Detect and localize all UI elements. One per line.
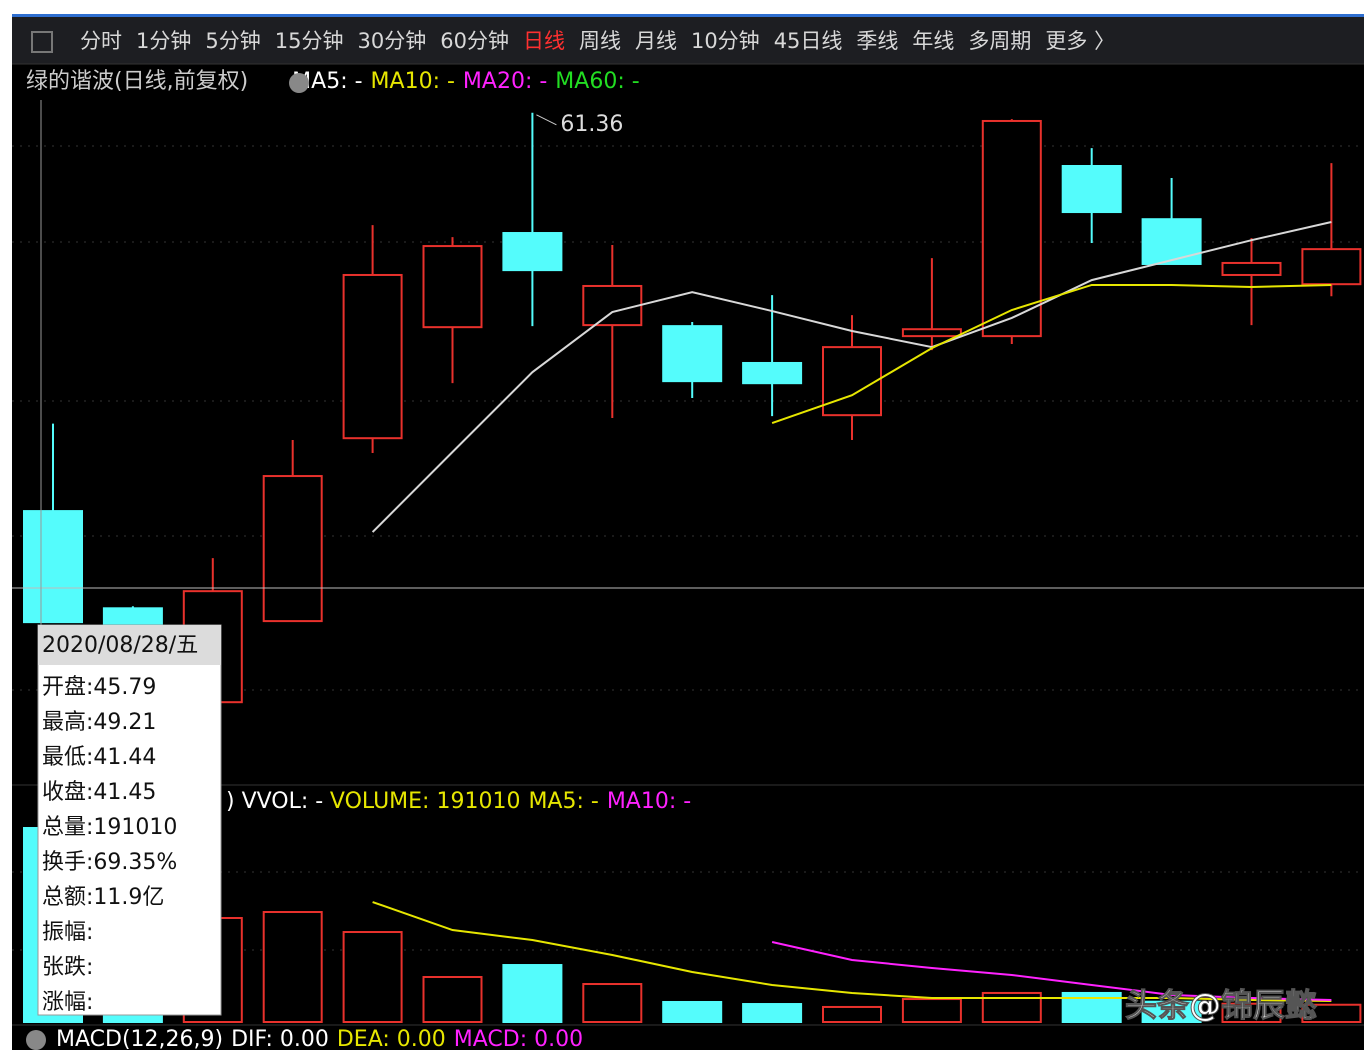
legend-item: DEA: 0.00 — [337, 1027, 446, 1050]
volume-bar — [422, 976, 483, 1024]
tooltip-row: 涨幅: — [42, 990, 93, 1015]
candle-body — [662, 325, 723, 383]
volume-bar — [1221, 1002, 1282, 1024]
legend-item: MACD(12,26,9) — [56, 1027, 223, 1050]
legend: ) VVOL: - VOLUME: 191010 MA5: - MA10: - — [226, 789, 691, 814]
legend-item: MA60: - — [555, 69, 639, 94]
candle-body — [981, 119, 1042, 338]
candle-body — [1061, 165, 1122, 214]
tooltip-row: 开盘:45.79 — [42, 675, 156, 700]
tooltip-row: 总量:191010 — [42, 815, 177, 840]
tooltip-row: 振幅: — [42, 920, 93, 945]
tooltip-header-bg — [38, 625, 221, 665]
legend-title: 绿的谐波(日线,前复权) — [26, 69, 248, 94]
legend-icon[interactable] — [289, 73, 309, 93]
legend-item: DIF: 0.00 — [231, 1027, 329, 1050]
app-background — [12, 14, 1364, 1050]
legend-item: MA5: - — [528, 789, 598, 814]
legend-icon[interactable] — [26, 1030, 46, 1050]
watermark: 头条@锦辰懿 — [1125, 986, 1317, 1024]
candle-body — [1141, 218, 1202, 265]
toolbar — [12, 17, 1364, 64]
legend: MACD(12,26,9) DIF: 0.00 DEA: 0.00 MACD: 0.0… — [56, 1027, 583, 1050]
legend-item: ) VVOL: - — [226, 789, 322, 814]
legend-item: MA20: - — [463, 69, 547, 94]
tab[interactable]: 月线 — [635, 29, 677, 53]
candle-body — [582, 284, 643, 327]
tab[interactable]: 10分钟 — [691, 29, 760, 53]
tab-row: 分时 1分钟 5分钟 15分钟 30分钟 60分钟 日线 周线 月线 10分钟 45日线 季线 年线 多周… — [80, 29, 1115, 53]
tooltip-row: 最低:41.44 — [42, 745, 156, 770]
tab[interactable]: 5分钟 — [205, 29, 260, 53]
ma-line — [771, 283, 1332, 425]
volume-bar — [582, 983, 643, 1023]
candle-body — [422, 245, 483, 329]
volume-bar — [502, 964, 563, 1023]
tab[interactable]: 60分钟 — [440, 29, 509, 53]
volume-bar — [1301, 1003, 1362, 1024]
tab[interactable]: 1分钟 — [136, 29, 191, 53]
tab[interactable]: 15分钟 — [275, 29, 344, 53]
candle-body — [742, 361, 803, 385]
tab[interactable]: 分时 — [80, 29, 122, 53]
tab[interactable]: 季线 — [856, 29, 898, 53]
candle-body — [23, 510, 83, 624]
tab[interactable]: 多周期 — [968, 29, 1031, 53]
annotation-arrow — [536, 114, 557, 126]
volume-bar — [262, 911, 323, 1024]
tooltip-box — [37, 624, 222, 1016]
ma-line — [371, 221, 1332, 533]
candle-body — [822, 346, 882, 417]
volume-bar — [901, 998, 962, 1024]
candle-body — [901, 328, 962, 338]
tab[interactable]: 周线 — [579, 29, 621, 53]
candle-body — [1221, 261, 1282, 276]
candle-body — [342, 273, 403, 440]
tooltip-row: 换手:69.35% — [42, 850, 177, 875]
tab[interactable]: 日线 — [523, 29, 565, 53]
volume-bar — [342, 931, 403, 1023]
volume-bar — [662, 1000, 723, 1024]
tab[interactable]: 年线 — [912, 29, 954, 53]
ma-line — [372, 901, 1332, 1002]
candle-body — [1301, 248, 1362, 286]
candle-body — [262, 475, 323, 623]
tooltip-row: 总额:11.9亿 — [42, 885, 164, 910]
candle-body — [502, 232, 563, 272]
window-border — [12, 14, 1364, 17]
legend-item: MACD: 0.00 — [454, 1027, 583, 1050]
tab[interactable]: 45日线 — [774, 29, 843, 53]
volume-bar — [742, 1003, 803, 1023]
tooltip: 2020/08/28/五 开盘:45.79 最高:49.21 最低:41.44 收盘:… — [37, 624, 222, 1016]
tooltip-date: 2020/08/28/五 — [42, 633, 198, 658]
legend-item: VOLUME: 191010 — [330, 789, 521, 814]
tab[interactable]: 更多 〉 — [1045, 29, 1115, 53]
volume-bar — [1141, 1000, 1202, 1024]
tooltip-row: 最高:49.21 — [42, 710, 156, 735]
panels: 61.36 — [23, 112, 1362, 1024]
toolbar-tabs: 分时 1分钟 5分钟 15分钟 30分钟 60分钟 日线 周线 月线 10分钟 45日线 季线 年线 多周… — [80, 29, 1115, 53]
volume-bar — [822, 1005, 882, 1024]
legend: 绿的谐波(日线,前复权) MA5: - MA10: - MA20: - MA60: - — [26, 69, 640, 94]
toolbar-icon[interactable] — [31, 31, 53, 53]
tooltip-row: 张跌: — [42, 955, 93, 980]
legends: 绿的谐波(日线,前复权) MA5: - MA10: - MA20: - MA60: -)… — [26, 69, 691, 1050]
tab[interactable]: 30分钟 — [357, 29, 426, 53]
tooltip-row: 收盘:41.45 — [42, 780, 156, 805]
annotation: 61.36 — [560, 112, 623, 137]
legend-item: MA10: - — [371, 69, 455, 94]
legend-item: MA10: - — [607, 789, 691, 814]
ma-line — [771, 941, 1332, 1001]
